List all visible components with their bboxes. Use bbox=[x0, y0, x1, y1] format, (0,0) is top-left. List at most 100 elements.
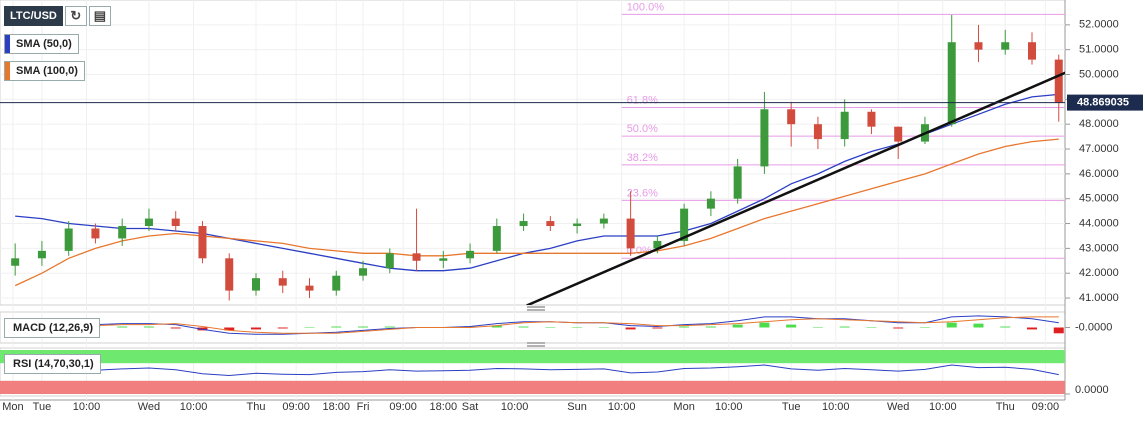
candle-body bbox=[599, 218, 608, 224]
macd-histogram bbox=[1000, 326, 1011, 328]
x-tick-label: 10:00 bbox=[180, 401, 208, 413]
candle-body bbox=[867, 111, 876, 127]
x-tick-label: Thu bbox=[247, 401, 266, 413]
candle-body bbox=[680, 208, 689, 241]
x-tick-label: 09:00 bbox=[282, 401, 310, 413]
candle-body bbox=[626, 218, 635, 249]
macd-histogram bbox=[170, 327, 181, 329]
candle-body bbox=[11, 258, 20, 266]
plot-area bbox=[0, 0, 1066, 306]
candle-body bbox=[573, 223, 582, 227]
x-tick-label: Thu bbox=[996, 401, 1015, 413]
y-tick-label: 51.0000 bbox=[1079, 44, 1119, 56]
macd-histogram bbox=[491, 325, 502, 328]
macd-histogram bbox=[224, 327, 235, 331]
macd-histogram bbox=[143, 326, 154, 328]
candle-body bbox=[947, 42, 956, 125]
candle-body bbox=[359, 268, 368, 276]
candle-body bbox=[225, 258, 234, 291]
candle-body bbox=[251, 278, 260, 291]
candle-body bbox=[653, 240, 662, 249]
x-tick-label: Sun bbox=[567, 401, 587, 413]
candle-body bbox=[144, 218, 153, 227]
candle-body bbox=[894, 126, 903, 142]
y-tick-label: 50.0000 bbox=[1079, 68, 1119, 80]
macd-histogram bbox=[839, 326, 850, 328]
candle-body bbox=[1054, 59, 1063, 103]
macd-histogram bbox=[277, 327, 288, 329]
x-tick-label: 10:00 bbox=[929, 401, 957, 413]
candle-body bbox=[813, 124, 822, 140]
candle-body bbox=[733, 166, 742, 199]
candle-body bbox=[64, 228, 73, 251]
macd-histogram bbox=[946, 322, 957, 328]
candle-body bbox=[412, 253, 421, 261]
main-plot: 100.0%61.8%50.0%38.2%23.6%0.0% bbox=[0, 1, 1065, 305]
candle-body bbox=[706, 198, 715, 209]
candle-body bbox=[198, 226, 207, 259]
macd-histogram bbox=[331, 326, 342, 328]
macd-histogram bbox=[545, 327, 556, 328]
sma-line bbox=[14, 138, 1059, 287]
macd-label[interactable]: MACD (12,26,9) bbox=[4, 318, 101, 338]
y-tick-label: 0.0000 bbox=[1075, 384, 1109, 396]
x-tick-label: 10:00 bbox=[73, 401, 101, 413]
x-tick-label: 10:00 bbox=[822, 401, 850, 413]
x-tick-label: Tue bbox=[33, 401, 52, 413]
x-tick-label: 18:00 bbox=[430, 401, 458, 413]
panel-handle bbox=[527, 306, 545, 347]
x-tick-label: Tue bbox=[782, 401, 801, 413]
macd-histogram bbox=[893, 327, 904, 329]
macd-histogram bbox=[250, 327, 261, 330]
x-tick-label: 10:00 bbox=[501, 401, 529, 413]
candle-body bbox=[787, 109, 796, 125]
candle-body bbox=[974, 42, 983, 50]
refresh-button[interactable]: ↻ bbox=[64, 6, 87, 26]
macd-histogram bbox=[759, 322, 770, 328]
macd-histogram bbox=[384, 326, 395, 328]
candle-body bbox=[546, 221, 555, 227]
fib-label: 100.0% bbox=[627, 1, 665, 13]
y-tick-label: 43.0000 bbox=[1079, 242, 1119, 254]
y-tick-label: 42.0000 bbox=[1079, 267, 1119, 279]
legend-label: SMA (50,0) bbox=[16, 38, 72, 50]
symbol[interactable]: LTC/USD bbox=[4, 6, 63, 26]
macd-histogram bbox=[866, 327, 877, 328]
legend-label: SMA (100,0) bbox=[16, 65, 78, 77]
candle-body bbox=[1001, 42, 1010, 50]
sma-line bbox=[15, 93, 1059, 272]
legend-entry[interactable]: SMA (100,0) bbox=[4, 61, 85, 81]
macd-histogram bbox=[919, 327, 930, 328]
macd-histogram bbox=[652, 327, 663, 329]
candle-body bbox=[840, 111, 849, 140]
fib-label: 23.6% bbox=[627, 187, 658, 199]
candle-body bbox=[466, 250, 475, 259]
candle-body bbox=[305, 285, 314, 291]
macd-histogram bbox=[1026, 327, 1037, 330]
macd-histogram bbox=[786, 324, 797, 328]
legend-entry[interactable]: SMA (50,0) bbox=[4, 34, 79, 54]
candle-body bbox=[1027, 42, 1036, 60]
rsi-label[interactable]: RSI (14,70,30,1) bbox=[4, 354, 101, 374]
x-tick-label: Sat bbox=[462, 401, 479, 413]
y-tick-label: 52.0000 bbox=[1079, 19, 1119, 31]
candle-body bbox=[332, 275, 341, 291]
signal-line bbox=[15, 316, 1059, 334]
x-tick-label: 10:00 bbox=[608, 401, 636, 413]
macd-histogram bbox=[973, 323, 984, 328]
y-tick-label: 44.0000 bbox=[1079, 217, 1119, 229]
y-tick-label: 46.0000 bbox=[1079, 168, 1119, 180]
x-tick-label: 18:00 bbox=[323, 401, 351, 413]
fib-label: 38.2% bbox=[627, 152, 658, 164]
legend-swatch bbox=[5, 35, 10, 53]
fib-label: 50.0% bbox=[627, 123, 658, 135]
x-tick-label: Mon bbox=[2, 401, 23, 413]
x-tick-label: 09:00 bbox=[389, 401, 417, 413]
macd-histogram bbox=[705, 326, 716, 328]
table-button[interactable]: ▤ bbox=[88, 6, 111, 26]
x-tick-label: Wed bbox=[887, 401, 909, 413]
macd-histogram bbox=[572, 327, 583, 328]
panel-title: RSI (14,70,30,1) bbox=[13, 358, 94, 370]
